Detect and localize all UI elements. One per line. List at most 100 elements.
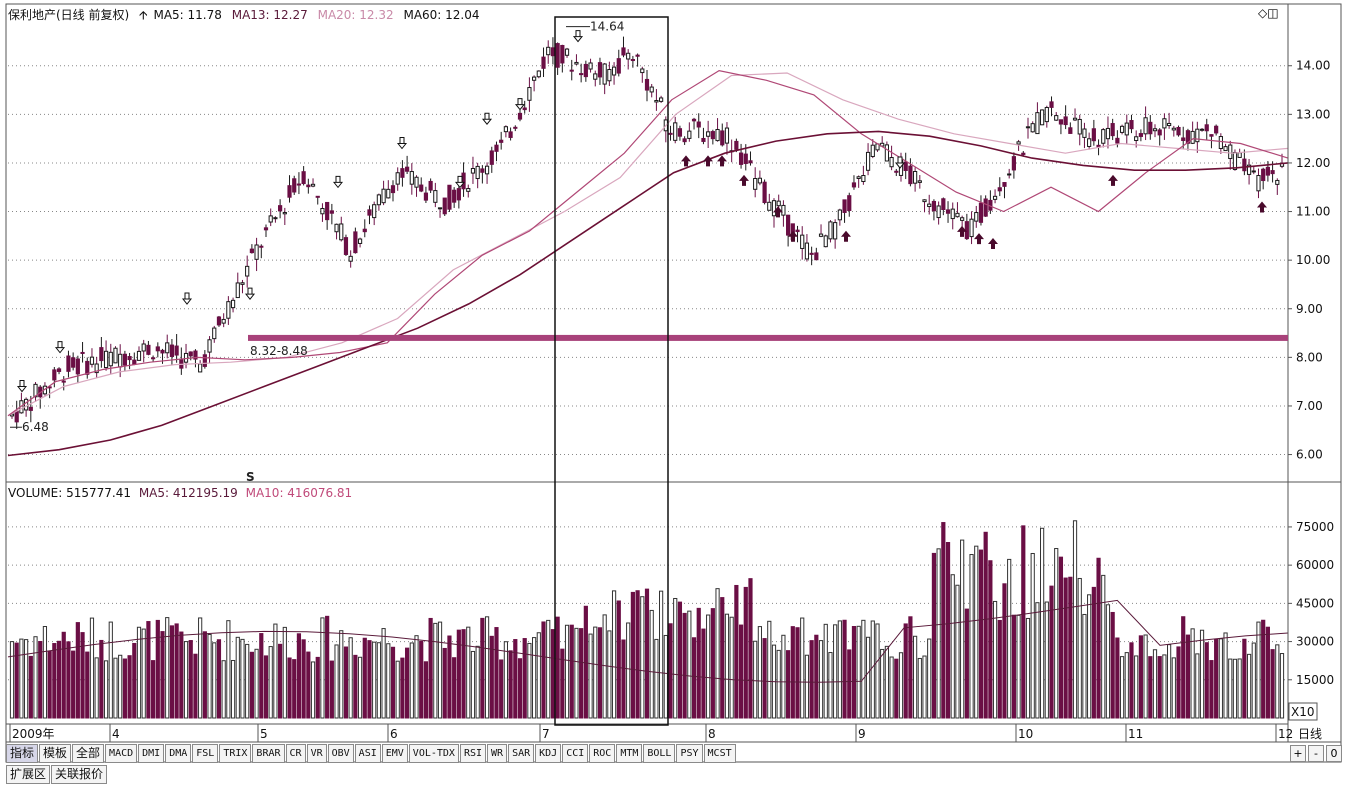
- diamond-icon[interactable]: ◇: [1258, 6, 1268, 20]
- sell-arrow-icon: [181, 292, 193, 305]
- indicator-tab[interactable]: TRIX: [219, 744, 252, 763]
- indicator-tab[interactable]: RSI: [459, 744, 487, 763]
- volume-bar: [1058, 556, 1064, 719]
- vol-ma10-readout: MA10: 416076.81: [245, 486, 353, 500]
- candle-body: [851, 182, 857, 188]
- high-label: 14.64: [590, 20, 624, 34]
- volume-bar: [508, 650, 513, 719]
- volume-bar: [480, 617, 485, 719]
- volume-bar: [122, 658, 127, 719]
- volume-bar: [1087, 594, 1092, 719]
- candle-body: [1054, 115, 1059, 121]
- candle-body: [734, 140, 739, 150]
- indicator-tab[interactable]: WR: [487, 744, 508, 763]
- bottom-tab[interactable]: 扩展区: [6, 765, 51, 784]
- indicator-tab[interactable]: FSL: [192, 744, 219, 763]
- volume-bar: [960, 539, 965, 719]
- candle-body: [94, 363, 99, 374]
- indicator-tab[interactable]: KDJ: [535, 744, 562, 763]
- grid-lines: [8, 65, 1288, 681]
- volume-bar: [1228, 658, 1233, 719]
- indicator-tab[interactable]: ROC: [589, 744, 616, 763]
- sell-arrow-icon: [54, 341, 66, 354]
- up-arrow-icon: 🡩: [139, 8, 148, 22]
- volume-bar: [390, 646, 396, 719]
- bottom-tab[interactable]: 关联报价: [51, 765, 108, 784]
- candle-body: [1105, 127, 1111, 140]
- candle-body: [1181, 137, 1186, 141]
- candle-body: [1195, 128, 1200, 143]
- indicator-tab[interactable]: CR: [285, 744, 306, 763]
- volume-bar: [978, 549, 984, 719]
- volume-bar: [837, 620, 842, 719]
- volume-bar: [564, 624, 570, 719]
- volume-bar: [621, 639, 626, 719]
- indicator-tab[interactable]: EMV: [381, 744, 408, 763]
- indicator-tab[interactable]: PSY: [676, 744, 703, 763]
- volume-bar: [306, 651, 311, 719]
- candle-body: [14, 410, 19, 423]
- candle-body: [917, 180, 922, 183]
- indicator-tab[interactable]: MCST: [703, 744, 736, 763]
- indicator-tab[interactable]: MACD: [105, 744, 138, 763]
- volume-bar: [1214, 638, 1219, 719]
- candle-body: [649, 86, 654, 93]
- indicator-tab[interactable]: 指标: [6, 744, 39, 763]
- indicator-tab[interactable]: BOLL: [643, 744, 676, 763]
- candle-body: [522, 107, 527, 111]
- volume-bar: [47, 650, 52, 719]
- indicator-tab[interactable]: 全部: [72, 744, 105, 763]
- volume-bar: [1007, 558, 1012, 719]
- volume-bar: [179, 631, 184, 719]
- volume-bar: [513, 639, 518, 719]
- volume-bar: [1237, 658, 1242, 719]
- volume-bar: [442, 647, 447, 719]
- volume-bar: [541, 621, 546, 719]
- volume-bar: [475, 645, 480, 719]
- volume-bar: [659, 590, 664, 719]
- indicator-tab[interactable]: 模板: [39, 744, 72, 763]
- candle-body: [1209, 134, 1214, 137]
- candle-body: [579, 73, 584, 76]
- volume-bar: [630, 591, 635, 719]
- indicator-tab[interactable]: DMI: [138, 744, 165, 763]
- volume-bar: [602, 614, 607, 719]
- indicator-tab[interactable]: ASI: [354, 744, 381, 763]
- ma20-readout: MA20: 12.32: [317, 8, 394, 22]
- volume-bar: [235, 636, 240, 719]
- volume-bar: [1016, 614, 1021, 719]
- volume-bar: [386, 643, 391, 719]
- candle-body: [884, 144, 889, 162]
- indicator-tab[interactable]: OBV: [327, 744, 354, 763]
- indicator-tab[interactable]: VOL-TDX: [408, 744, 459, 763]
- window-icon[interactable]: ◫: [1267, 6, 1279, 20]
- buy-arrow-icon: [1108, 174, 1118, 186]
- candle-body: [1138, 133, 1143, 137]
- zoom-out-button[interactable]: -: [1308, 745, 1324, 762]
- candle-body: [894, 170, 899, 173]
- volume-bar: [616, 600, 621, 719]
- indicator-tab[interactable]: DMA: [165, 744, 192, 763]
- zoom-reset-button[interactable]: 0: [1326, 745, 1342, 762]
- volume-tick-label: 75000: [1296, 520, 1334, 534]
- indicator-tab[interactable]: MTM: [616, 744, 643, 763]
- volume-bar: [1011, 614, 1016, 719]
- candle-body: [160, 349, 165, 354]
- candle-body: [419, 184, 424, 192]
- zoom-in-button[interactable]: +: [1290, 745, 1306, 762]
- panel-toggle-icons[interactable]: ◇◫: [1258, 6, 1279, 20]
- candle-body: [372, 204, 377, 219]
- ma13-readout: MA13: 12.27: [231, 8, 308, 22]
- candle-body: [75, 358, 80, 375]
- indicator-tab[interactable]: CCI: [562, 744, 589, 763]
- buy-arrow-icon: [773, 206, 783, 218]
- volume-panel: [7, 520, 1289, 719]
- volume-bar: [1105, 604, 1111, 719]
- volume-bar: [461, 629, 466, 719]
- indicator-tab[interactable]: BRAR: [252, 744, 285, 763]
- indicator-tab[interactable]: VR: [306, 744, 327, 763]
- volume-bar: [640, 596, 645, 719]
- volume-bar: [56, 640, 62, 719]
- indicator-tab[interactable]: SAR: [508, 744, 535, 763]
